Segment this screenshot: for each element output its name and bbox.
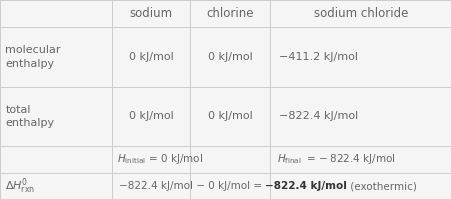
Text: −822.4 kJ/mol: −822.4 kJ/mol — [265, 181, 346, 191]
Text: −822.4 kJ/mol: −822.4 kJ/mol — [279, 111, 358, 121]
Text: −822.4 kJ/mol − 0 kJ/mol =: −822.4 kJ/mol − 0 kJ/mol = — [119, 181, 265, 191]
Text: 0 kJ/mol: 0 kJ/mol — [128, 52, 173, 62]
Text: sodium chloride: sodium chloride — [313, 7, 407, 20]
Text: 0 kJ/mol: 0 kJ/mol — [128, 111, 173, 121]
Text: $\mathit{H}_\mathrm{final}$ $= -$822.4 kJ/mol: $\mathit{H}_\mathrm{final}$ $= -$822.4 k… — [276, 152, 395, 166]
Text: $\mathit{H}_\mathrm{initial}$ = 0 kJ/mol: $\mathit{H}_\mathrm{initial}$ = 0 kJ/mol — [116, 152, 202, 166]
Text: 0 kJ/mol: 0 kJ/mol — [207, 111, 252, 121]
Text: sodium: sodium — [129, 7, 172, 20]
Text: $\Delta H^0_\mathrm{rxn}$: $\Delta H^0_\mathrm{rxn}$ — [5, 176, 36, 196]
Text: chlorine: chlorine — [206, 7, 253, 20]
Text: total
enthalpy: total enthalpy — [5, 104, 55, 128]
Text: 0 kJ/mol: 0 kJ/mol — [207, 52, 252, 62]
Text: (exothermic): (exothermic) — [346, 181, 416, 191]
Text: −411.2 kJ/mol: −411.2 kJ/mol — [279, 52, 358, 62]
Text: molecular
enthalpy: molecular enthalpy — [5, 45, 61, 69]
